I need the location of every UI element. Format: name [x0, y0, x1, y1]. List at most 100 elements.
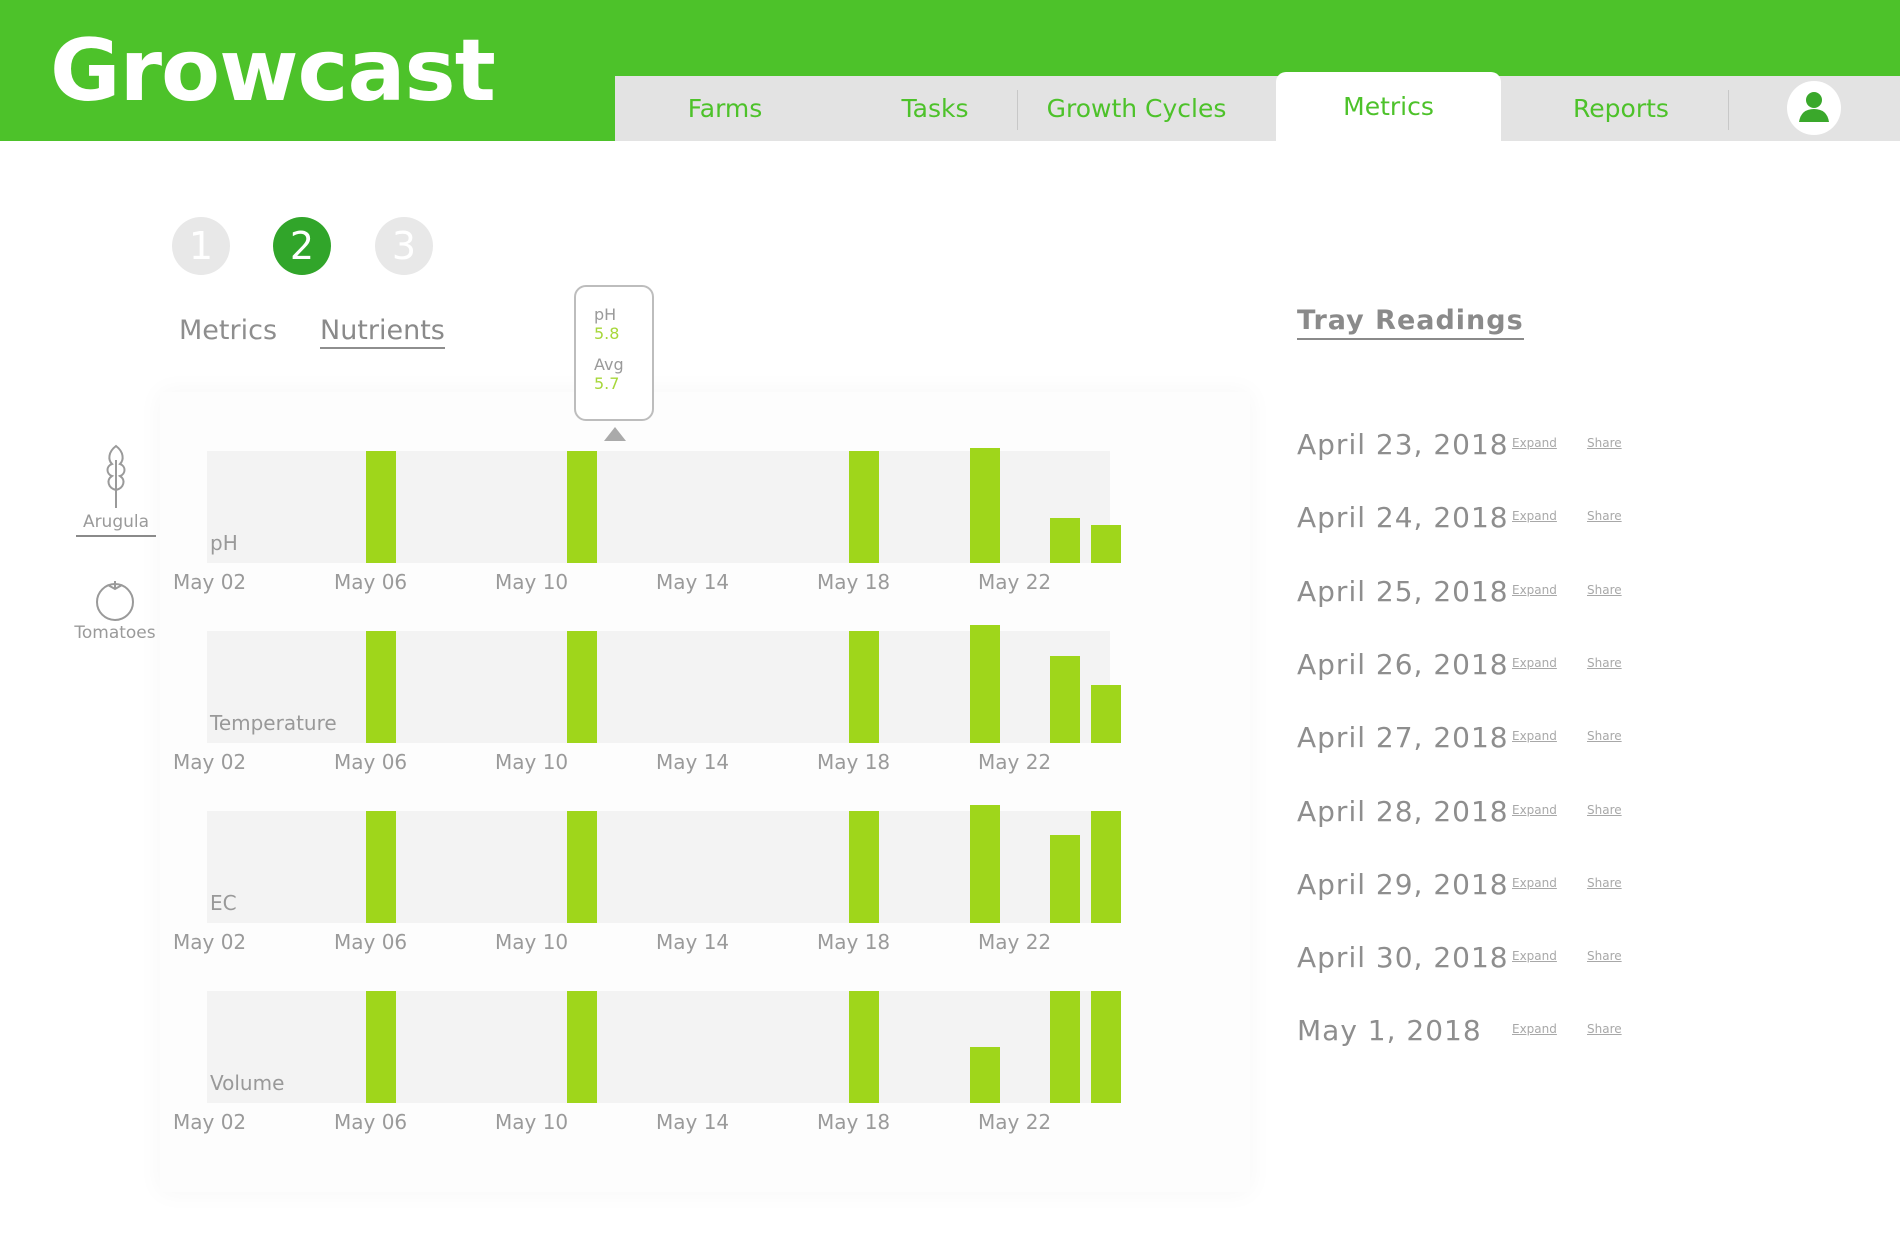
reading-date: April 27, 2018 — [1297, 721, 1509, 755]
reading-date: May 1, 2018 — [1297, 1014, 1482, 1048]
chart-bar[interactable] — [366, 451, 396, 563]
tab-reports[interactable]: Reports — [1573, 94, 1669, 123]
chart-bar[interactable] — [567, 991, 597, 1103]
value-tooltip: pH 5.8 Avg 5.7 — [574, 285, 654, 421]
subtab-nutrients[interactable]: Nutrients — [320, 315, 445, 349]
chart-bar[interactable] — [849, 991, 879, 1103]
plant-label: Tomatoes — [74, 623, 156, 643]
x-tick-label: May 06 — [334, 570, 408, 594]
expand-link[interactable]: Expand — [1512, 655, 1557, 670]
chart-bar[interactable] — [1091, 811, 1121, 923]
x-tick-label: May 10 — [495, 750, 569, 774]
tray-reading-row: April 28, 2018 Expand Share — [1297, 795, 1657, 835]
user-icon — [1799, 92, 1829, 122]
plant-label: Arugula — [76, 512, 156, 537]
tooltip-value: 5.8 — [594, 324, 620, 343]
share-link[interactable]: Share — [1587, 509, 1622, 524]
x-tick-label: May 06 — [334, 750, 408, 774]
tray-reading-row: April 23, 2018 Expand Share — [1297, 428, 1657, 468]
chart-bar[interactable] — [849, 811, 879, 923]
x-tick-label: May 14 — [656, 570, 730, 594]
tooltip-pointer — [604, 427, 626, 441]
expand-link[interactable]: Expand — [1512, 949, 1557, 964]
share-link[interactable]: Share — [1587, 436, 1622, 450]
chart-bar[interactable] — [1050, 656, 1080, 743]
chart-bar[interactable] — [970, 625, 1000, 743]
tooltip-value: 5.7 — [594, 374, 620, 393]
chart-bar[interactable] — [1091, 525, 1121, 563]
reading-date: April 29, 2018 — [1297, 867, 1509, 901]
expand-link[interactable]: Expand — [1512, 729, 1557, 744]
chart-bar[interactable] — [366, 991, 396, 1103]
x-tick-label: May 02 — [173, 930, 247, 954]
chart-bar[interactable] — [1091, 991, 1121, 1103]
tray-reading-row: April 26, 2018 Expand Share — [1297, 648, 1657, 688]
reading-date: April 25, 2018 — [1297, 574, 1509, 608]
chart-bar[interactable] — [970, 448, 1000, 563]
chart-label: EC — [210, 891, 237, 915]
subtab-metrics[interactable]: Metrics — [179, 315, 278, 346]
tab-growth-cycles[interactable]: Growth Cycles — [1046, 94, 1227, 123]
chart-bar[interactable] — [970, 805, 1000, 923]
expand-link[interactable]: Expand — [1512, 436, 1557, 450]
expand-link[interactable]: Expand — [1512, 582, 1557, 597]
plant-arugula[interactable]: Arugula — [76, 442, 156, 537]
tray-reading-row: April 30, 2018 Expand Share — [1297, 941, 1657, 981]
chart-bar[interactable] — [1050, 518, 1080, 563]
reading-date: April 28, 2018 — [1297, 794, 1509, 828]
x-tick-label: May 02 — [173, 750, 247, 774]
reading-date: April 30, 2018 — [1297, 941, 1509, 975]
x-tick-label: May 22 — [978, 570, 1052, 594]
tab-tasks[interactable]: Tasks — [901, 94, 969, 123]
share-link[interactable]: Share — [1587, 875, 1622, 890]
x-tick-label: May 22 — [978, 930, 1052, 954]
expand-link[interactable]: Expand — [1512, 802, 1557, 817]
tab-farms[interactable]: Farms — [687, 94, 763, 123]
x-tick-label: May 18 — [817, 930, 891, 954]
share-link[interactable]: Share — [1587, 1022, 1622, 1037]
x-tick-label: May 22 — [978, 1110, 1052, 1134]
chart-bar[interactable] — [849, 631, 879, 743]
chart-bar[interactable] — [567, 631, 597, 743]
tray-readings-title[interactable]: Tray Readings — [1297, 305, 1524, 340]
share-link[interactable]: Share — [1587, 729, 1622, 744]
chart-bar[interactable] — [366, 631, 396, 743]
profile-button[interactable] — [1787, 81, 1841, 135]
share-link[interactable]: Share — [1587, 949, 1622, 964]
expand-link[interactable]: Expand — [1512, 509, 1557, 524]
chart-background — [207, 451, 1110, 563]
chart-bar[interactable] — [567, 811, 597, 923]
step-1[interactable]: 1 — [172, 217, 230, 275]
nav-divider — [1728, 90, 1729, 130]
x-tick-label: May 14 — [656, 750, 730, 774]
chart-bar[interactable] — [366, 811, 396, 923]
step-2[interactable]: 2 — [273, 217, 331, 275]
chart-background — [207, 991, 1110, 1103]
arugula-leaf-icon — [106, 444, 126, 508]
x-tick-label: May 18 — [817, 570, 891, 594]
tomato-icon — [96, 581, 134, 621]
reading-date: April 23, 2018 — [1297, 428, 1509, 461]
chart-bar[interactable] — [1050, 991, 1080, 1103]
plant-tomatoes[interactable]: Tomatoes — [70, 575, 160, 643]
chart-bar[interactable] — [1050, 835, 1080, 923]
expand-link[interactable]: Expand — [1512, 1022, 1557, 1037]
tray-reading-row: April 27, 2018 Expand Share — [1297, 721, 1657, 761]
share-link[interactable]: Share — [1587, 582, 1622, 597]
tab-metrics[interactable]: Metrics — [1276, 72, 1501, 141]
reading-date: April 26, 2018 — [1297, 647, 1509, 681]
x-tick-label: May 10 — [495, 570, 569, 594]
chart-bar[interactable] — [1091, 685, 1121, 743]
expand-link[interactable]: Expand — [1512, 875, 1557, 890]
x-tick-label: May 22 — [978, 750, 1052, 774]
chart-bar[interactable] — [970, 1047, 1000, 1103]
chart-bar[interactable] — [567, 451, 597, 563]
main-nav: Farms Tasks Growth Cycles Metrics Report… — [615, 72, 1900, 141]
share-link[interactable]: Share — [1587, 802, 1622, 817]
x-tick-label: May 02 — [173, 570, 247, 594]
share-link[interactable]: Share — [1587, 655, 1622, 670]
step-3[interactable]: 3 — [375, 217, 433, 275]
x-tick-label: May 02 — [173, 1110, 247, 1134]
chart-bar[interactable] — [849, 451, 879, 563]
tray-reading-row: April 25, 2018 Expand Share — [1297, 575, 1657, 615]
